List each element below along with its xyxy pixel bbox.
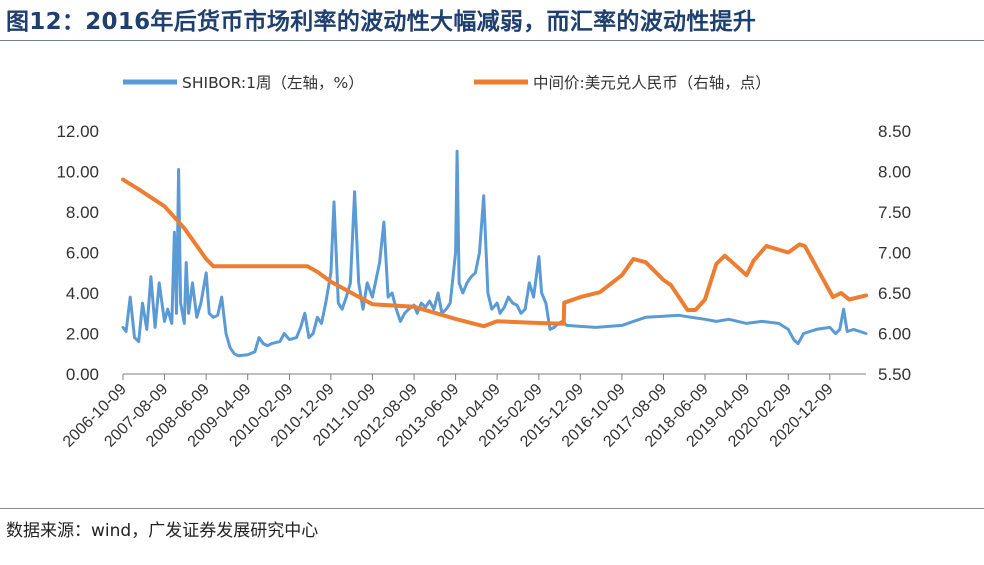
chart-series (121, 149, 868, 358)
legend-label-shibor: SHIBOR:1周（左轴，%） (182, 74, 364, 92)
page-title: 图12：2016年后货币市场利率的波动性大幅减弱，而汇率的波动性提升 (6, 9, 757, 35)
series-line-usdcny (121, 177, 868, 329)
source-note: 数据来源：wind，广发证券发展研究中心 (6, 521, 319, 541)
y-right-tick-label: 5.50 (878, 365, 911, 384)
chart-area: SHIBOR:1周（左轴，%） 中间价:美元兑人民币（右轴，点） 0.00 2.0… (56, 74, 911, 451)
y-right-tick-label: 6.50 (878, 284, 911, 303)
y-left-tick-label: 10.00 (56, 163, 99, 182)
legend-label-usdcny: 中间价:美元兑人民币（右轴，点） (533, 74, 771, 92)
chart-axes: 0.00 2.00 4.00 6.00 8.00 10.00 12.00 5.50 6.00 6.… (56, 122, 911, 451)
series-line-shibor (121, 149, 868, 358)
y-left-tick-label: 2.00 (66, 325, 99, 344)
y-right-tick-label: 8.00 (878, 163, 911, 182)
y-left-tick-label: 12.00 (56, 122, 99, 141)
chart-legend: SHIBOR:1周（左轴，%） 中间价:美元兑人民币（右轴，点） (123, 74, 771, 92)
y-left-tick-label: 6.00 (66, 244, 99, 263)
y-right-tick-label: 6.00 (878, 325, 911, 344)
y-right-tick-label: 7.00 (878, 244, 911, 263)
y-right-tick-label: 7.50 (878, 203, 911, 222)
y-right-tick-label: 8.50 (878, 122, 911, 141)
y-left-tick-label: 8.00 (66, 203, 99, 222)
title-divider (0, 40, 984, 41)
y-left-tick-label: 4.00 (66, 284, 99, 303)
footer-divider (0, 508, 984, 509)
y-left-tick-label: 0.00 (66, 365, 99, 384)
